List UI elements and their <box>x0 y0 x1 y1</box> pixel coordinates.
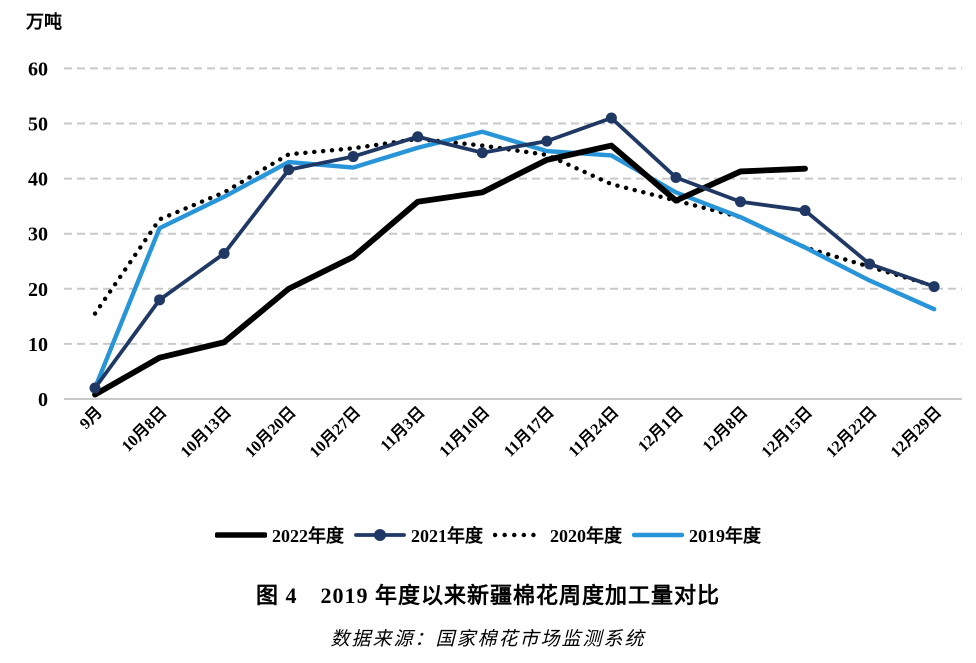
legend-item-2019年度: 2019年度 <box>632 522 761 548</box>
legend-swatch-dotted <box>493 532 545 538</box>
x-tick-label: 11月17日 <box>500 403 557 460</box>
y-tick-label: 20 <box>28 279 48 301</box>
x-tick-label: 11月10日 <box>436 403 493 460</box>
chart-legend: 2022年度 2021年度 2020年度 2019年度 <box>0 522 976 548</box>
series-marker-2021年度 <box>541 135 553 147</box>
legend-swatch-solid-marker <box>354 529 406 541</box>
series-line-2019年度 <box>92 129 937 391</box>
y-tick-label: 50 <box>28 114 48 136</box>
legend-item-2022年度: 2022年度 <box>215 522 344 548</box>
y-tick-label: 10 <box>28 334 48 356</box>
x-tick-label: 11月3日 <box>377 403 429 455</box>
line-chart-canvas: 0 10 20 30 40 50 60 万吨 9月 10月8日 10月13日 10月20日 10月27日… <box>25 11 962 461</box>
series-marker-2021年度 <box>154 294 166 306</box>
series-marker-2021年度 <box>89 382 101 394</box>
x-tick-label: 12月1日 <box>634 403 686 455</box>
x-tick-label: 12月29日 <box>887 403 945 461</box>
x-tick-label: 12月22日 <box>822 403 880 461</box>
legend-swatch-solid <box>632 532 684 538</box>
x-tick-label: 10月20日 <box>241 403 299 461</box>
series-marker-2021年度 <box>476 147 488 159</box>
series-marker-2021年度 <box>347 151 359 163</box>
y-tick-label: 60 <box>28 58 48 80</box>
x-tick-label: 12月8日 <box>699 403 751 455</box>
y-tick-label: 40 <box>28 169 48 191</box>
series-marker-2021年度 <box>283 164 295 176</box>
series-marker-2021年度 <box>218 248 230 260</box>
legend-label: 2019年度 <box>689 526 761 546</box>
series-marker-2021年度 <box>412 131 424 143</box>
series-marker-2021年度 <box>735 196 746 208</box>
legend-label: 2022年度 <box>272 526 344 546</box>
legend-label: 2021年度 <box>411 526 483 546</box>
x-tick-label: 10月27日 <box>306 403 364 461</box>
series-marker-2021年度 <box>928 281 940 293</box>
y-tick-label: 30 <box>28 224 48 246</box>
x-tick-label: 12月15日 <box>758 403 816 461</box>
series-marker-2021年度 <box>670 171 682 183</box>
series-line-2020年度 <box>92 136 937 316</box>
x-tick-label: 10月13日 <box>177 403 235 461</box>
series-line-2022年度 <box>92 142 808 398</box>
series-marker-2021年度 <box>799 205 811 217</box>
series-marker-2021年度 <box>605 112 617 124</box>
data-source-note: 数据来源：国家棉花市场监测系统 <box>330 629 646 650</box>
series-line-2021年度 <box>93 116 937 390</box>
series-marker-2021年度 <box>864 258 876 270</box>
legend-item-2020年度: 2020年度 <box>493 522 622 548</box>
y-tick-label: 0 <box>38 389 48 411</box>
x-tick-label: 10月8日 <box>118 403 170 455</box>
legend-item-2021年度: 2021年度 <box>354 522 483 548</box>
legend-label: 2020年度 <box>550 526 622 546</box>
legend-swatch-solid <box>215 532 267 538</box>
x-tick-label: 11月24日 <box>565 403 622 460</box>
x-tick-label: 9月 <box>76 403 106 433</box>
figure-caption: 图 4 2019 年度以来新疆棉花周度加工量对比 <box>255 583 720 608</box>
y-axis-unit-label: 万吨 <box>25 11 62 32</box>
